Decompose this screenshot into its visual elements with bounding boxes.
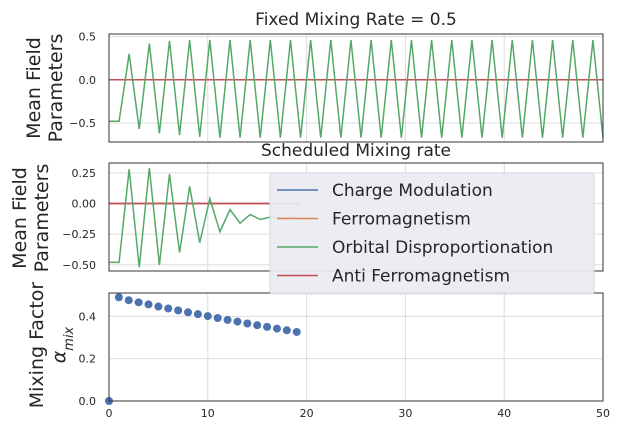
panel-2-series bbox=[109, 167, 301, 268]
p3-point-11 bbox=[213, 313, 222, 322]
panel-1-series bbox=[109, 39, 604, 138]
p2-ytick-label-3: −0.50 bbox=[62, 259, 96, 272]
p3-point-12 bbox=[223, 315, 232, 324]
panel-1-title: Fixed Mixing Rate = 0.5 bbox=[255, 10, 457, 30]
p3-xtick-label-2: 20 bbox=[300, 407, 314, 420]
p3-point-19 bbox=[292, 327, 301, 336]
panel-2-yticks: 0.25 0.00 −0.25 −0.50 bbox=[62, 167, 96, 272]
p3-xtick-label-5: 50 bbox=[596, 407, 610, 420]
legend-label-1: Ferromagnetism bbox=[332, 210, 471, 230]
p3-xtick-label-1: 10 bbox=[201, 407, 215, 420]
p3-point-17 bbox=[272, 324, 281, 333]
p3-point-3 bbox=[134, 298, 143, 307]
panel-2-ylabel-line2: Parameters bbox=[31, 164, 53, 273]
p3-point-8 bbox=[184, 308, 193, 317]
p1-ytick-label-0: 0.5 bbox=[79, 31, 97, 44]
panel-3-frame bbox=[108, 292, 604, 402]
panel-1-ylabel-line1: Mean Field bbox=[23, 37, 45, 139]
panel-3-ylabel-line2: αmix bbox=[48, 326, 77, 363]
panel-2-title: Scheduled Mixing rate bbox=[261, 141, 451, 161]
p3-point-6 bbox=[164, 304, 173, 313]
p1-ytick-label-1: 0.0 bbox=[79, 74, 97, 87]
p3-point-2 bbox=[124, 296, 133, 305]
p3-ytick-label-1: 0.2 bbox=[79, 353, 97, 366]
p2-series-orbital-disproportionation bbox=[109, 167, 301, 268]
p3-point-5 bbox=[154, 302, 163, 311]
p3-point-15 bbox=[253, 321, 262, 330]
p3-point-1 bbox=[114, 293, 123, 302]
legend-label-0: Charge Modulation bbox=[332, 181, 493, 201]
p1-ytick-label-2: −0.5 bbox=[69, 117, 96, 130]
p2-ytick-label-2: −0.25 bbox=[62, 228, 96, 241]
p1-series-orbital-disproportionation bbox=[109, 39, 604, 138]
panel-1-yticks: 0.5 0.0 −0.5 bbox=[69, 31, 96, 130]
p3-point-14 bbox=[243, 319, 252, 328]
panel-3-points bbox=[105, 293, 301, 405]
p3-ytick-label-2: 0.0 bbox=[79, 395, 97, 408]
legend-label-2: Orbital Disproportionation bbox=[332, 238, 553, 258]
p3-point-7 bbox=[174, 306, 183, 315]
panel-3-grid bbox=[108, 293, 604, 402]
p3-point-10 bbox=[203, 312, 212, 321]
p3-xtick-label-0: 0 bbox=[106, 407, 113, 420]
p2-ytick-label-0: 0.25 bbox=[72, 167, 97, 180]
p3-xtick-label-3: 30 bbox=[398, 407, 412, 420]
p3-point-18 bbox=[282, 326, 291, 335]
p3-point-4 bbox=[144, 300, 153, 309]
panel-3-yticks: 0.4 0.2 0.0 bbox=[79, 310, 97, 408]
legend-box bbox=[269, 172, 595, 295]
p3-point-9 bbox=[193, 310, 202, 319]
panel-mixing-factor: Mixing Factor αmix 0.4 0.2 0.0 0 10 20 30 40 50 bbox=[26, 282, 610, 420]
p3-point-13 bbox=[233, 317, 242, 326]
p3-ytick-label-0: 0.4 bbox=[79, 310, 97, 323]
panel-2-ylabel-line1: Mean Field bbox=[9, 167, 31, 269]
legend-label-3: Anti Ferromagnetism bbox=[332, 267, 510, 287]
p3-xtick-label-4: 40 bbox=[497, 407, 511, 420]
panel-1-frame bbox=[108, 33, 604, 143]
p3-point-16 bbox=[263, 322, 272, 331]
legend: Charge Modulation Ferromagnetism Orbital D… bbox=[269, 172, 595, 295]
panel-fixed-mixing: Fixed Mixing Rate = 0.5 Mean Field Param… bbox=[23, 10, 604, 143]
panel-3-ylabel-line1: Mixing Factor bbox=[26, 282, 48, 409]
panel-3-xticks: 0 10 20 30 40 50 bbox=[106, 407, 611, 420]
panel-1-ylabel-line2: Parameters bbox=[45, 34, 67, 143]
p2-ytick-label-1: 0.00 bbox=[72, 198, 97, 211]
